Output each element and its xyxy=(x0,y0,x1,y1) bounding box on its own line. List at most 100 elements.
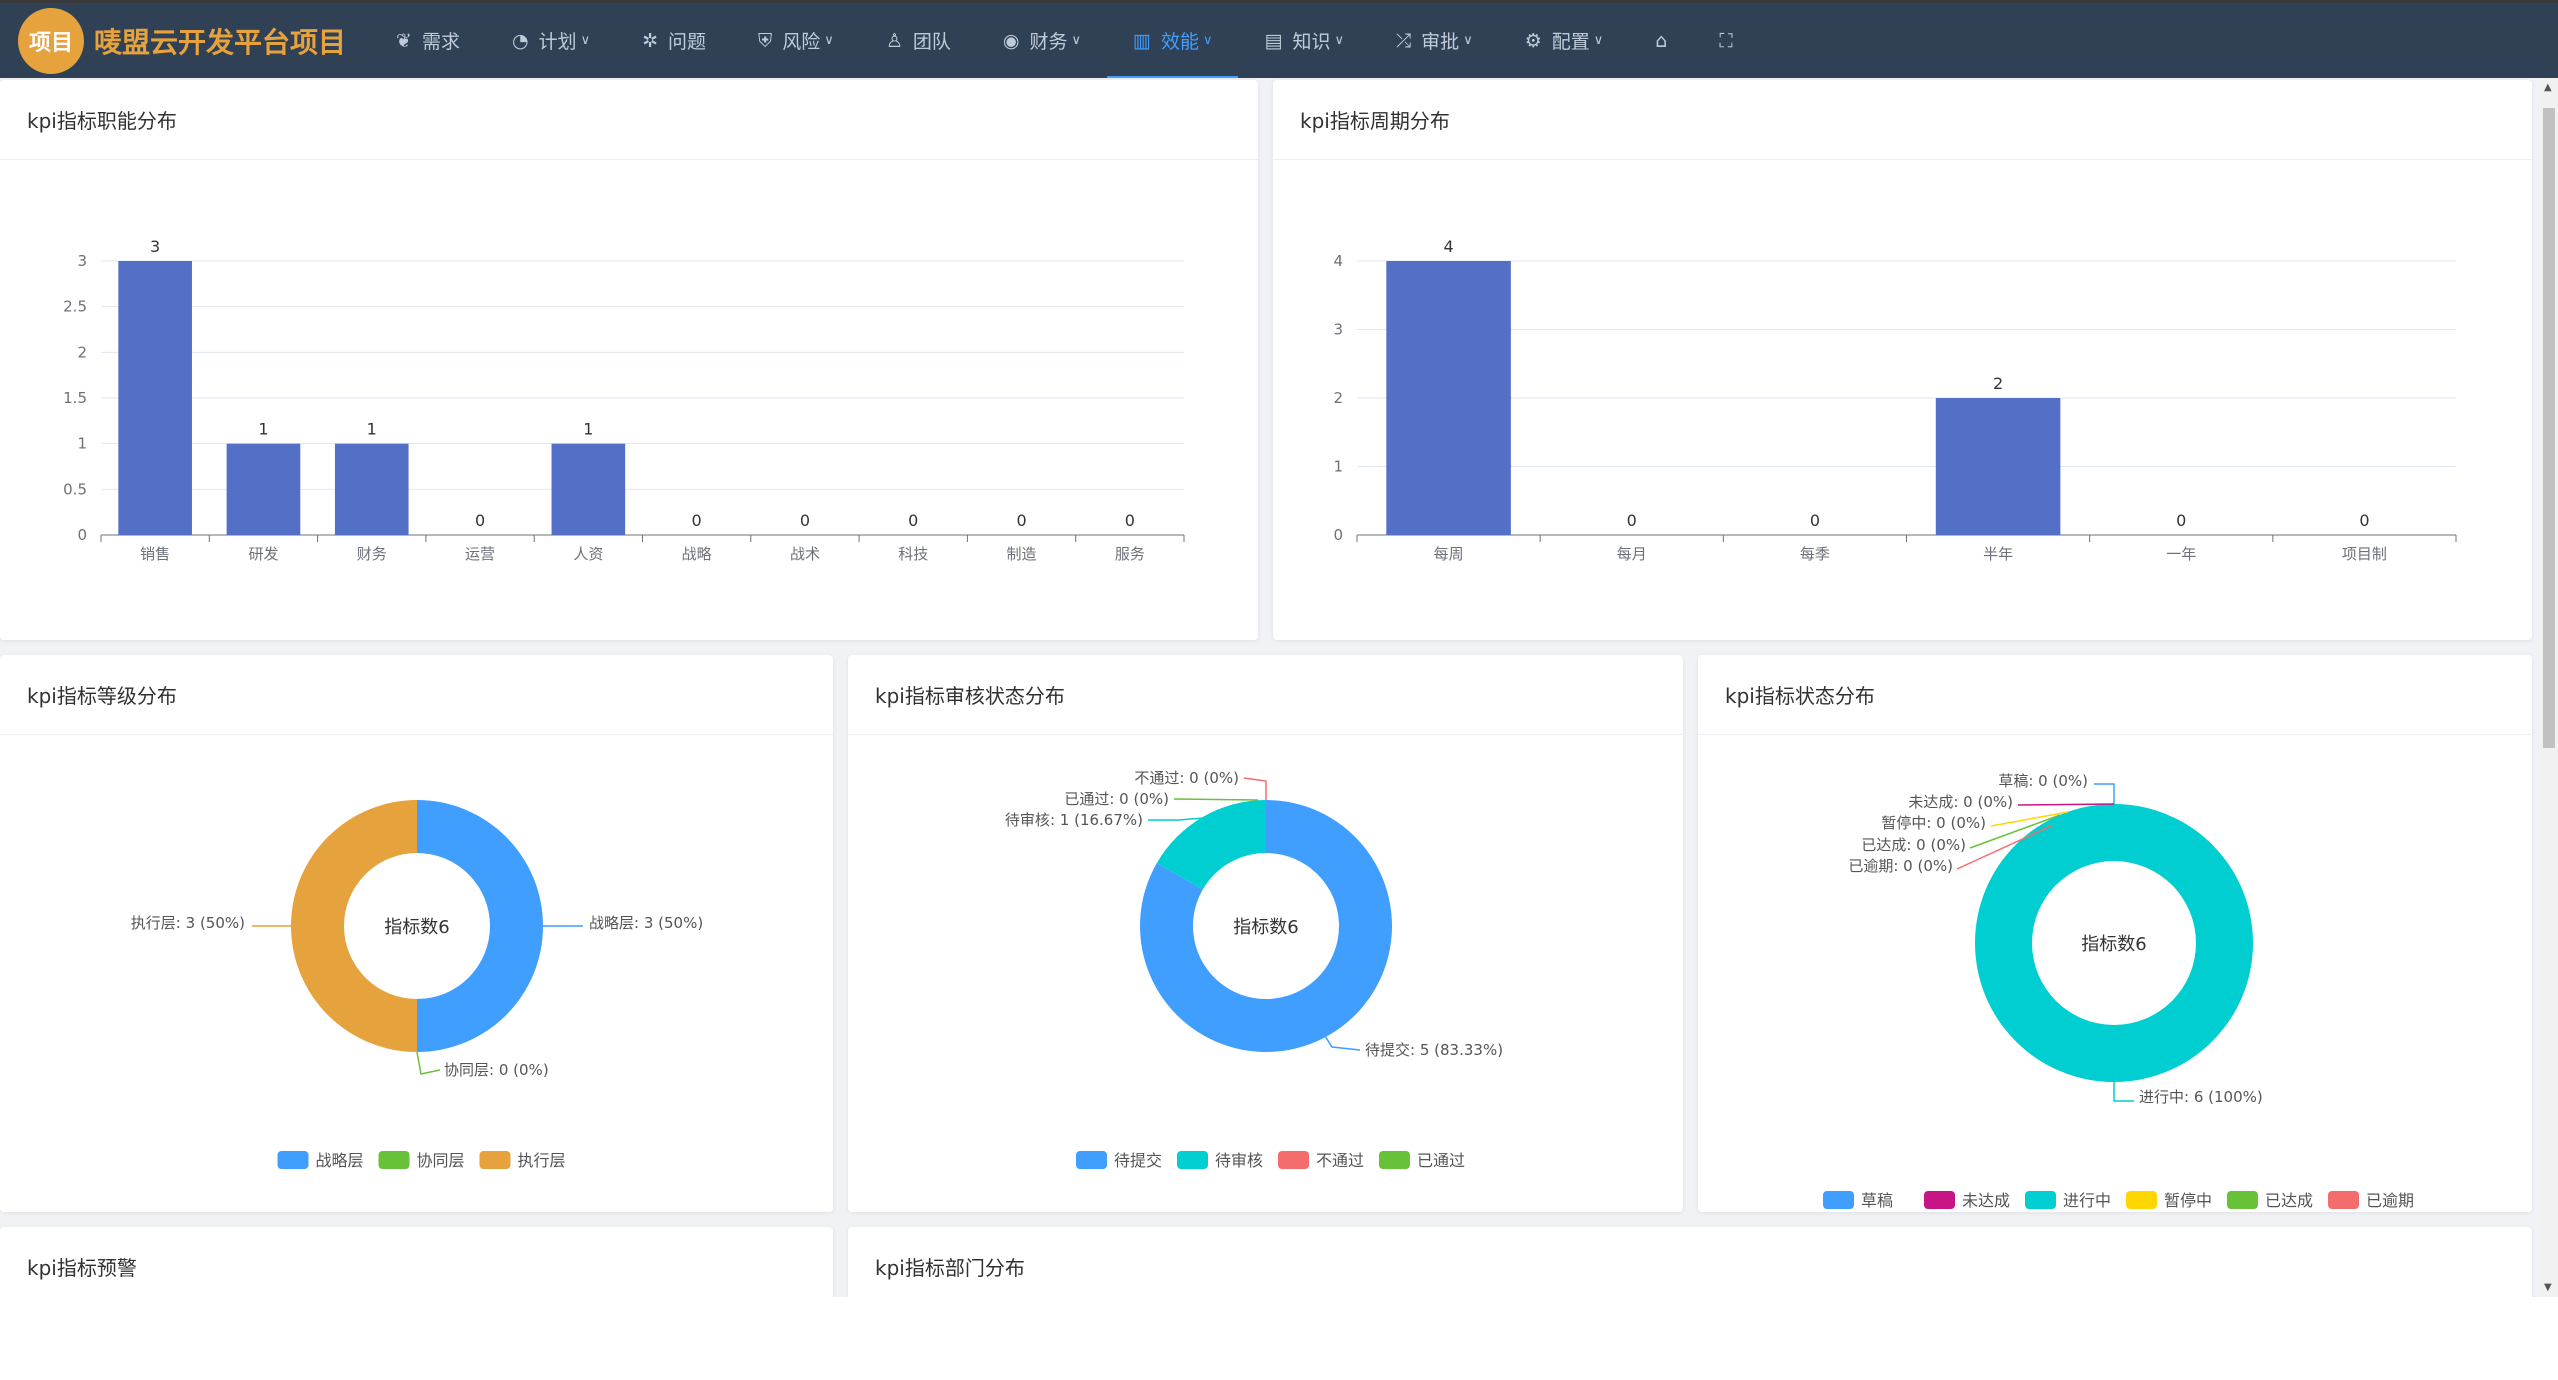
label-line xyxy=(1319,1027,1361,1051)
pie-slice xyxy=(1975,804,2253,1082)
legend-label: 未达成 xyxy=(1962,1191,2010,1210)
slice-label-sep: : xyxy=(1906,836,1916,854)
slice-label-sep: : xyxy=(1109,790,1119,808)
legend-swatch xyxy=(2025,1191,2056,1209)
slice-label-percent: 0% xyxy=(1923,857,1947,875)
card-title: kpi指标等级分布 xyxy=(0,655,833,735)
slice-label-sep: ) xyxy=(1960,836,1966,854)
nav-item-7[interactable]: ▤ 知识 ∨ xyxy=(1238,3,1369,78)
slice-label-name: 已达成 xyxy=(1861,836,1906,854)
scrollbar-thumb[interactable] xyxy=(2543,108,2555,748)
pie-slice xyxy=(291,800,417,1052)
data-label: 1 xyxy=(583,420,593,439)
slice-label-name: 进行中 xyxy=(2139,1088,2184,1106)
legend-swatch xyxy=(1924,1191,1955,1209)
bar xyxy=(118,261,192,535)
slice-label: 待提交: 5 (83.33%) xyxy=(1365,1041,1503,1059)
x-tick-label: 科技 xyxy=(898,545,928,563)
slice-label-sep: : xyxy=(1050,811,1060,829)
slice-label-sep: ( xyxy=(1129,790,1140,808)
nav-item-6[interactable]: ▥ 效能 ∨ xyxy=(1107,3,1239,80)
x-tick-label: 研发 xyxy=(248,545,278,563)
nav-item-1[interactable]: ◔ 计划 ∨ xyxy=(486,3,616,78)
slice-label-percent: 0% xyxy=(519,1061,543,1079)
bar-chart-icon: ▥ xyxy=(1133,29,1151,52)
slice-label-percent: 0% xyxy=(1983,793,2007,811)
slice-label-value: 0 xyxy=(1916,836,1926,854)
plan-icon: ◔ xyxy=(511,29,529,52)
slice-label-value: 0 xyxy=(1963,793,1973,811)
slice-label-percent: 0% xyxy=(1139,790,1163,808)
x-tick-label: 战略 xyxy=(682,545,712,563)
slice-label: 协同层: 0 (0%) xyxy=(444,1061,549,1079)
slice-label-sep: ) xyxy=(1980,814,1986,832)
project-logo[interactable]: 项目 xyxy=(18,7,84,74)
x-tick-label: 制造 xyxy=(1007,545,1037,563)
chevron-down-icon: ∨ xyxy=(1202,33,1213,48)
chevron-down-icon: ∨ xyxy=(1593,33,1604,48)
slice-label: 战略层: 3 (50%) xyxy=(589,914,703,932)
brand-title[interactable]: 唛盟云开发平台项目 xyxy=(94,25,347,59)
data-label: 0 xyxy=(1125,511,1135,530)
card-status-distribution: kpi指标状态分布 指标数6 草稿: 0 (0%) 未达成: 0 (0%) 进行中: 6… xyxy=(1698,655,2532,1212)
label-line xyxy=(1990,811,2069,827)
slice-label-value: 5 xyxy=(1420,1041,1430,1059)
nav-item-3[interactable]: ⛨ 风险 ∨ xyxy=(732,3,860,78)
legend-swatch xyxy=(479,1151,511,1169)
fullscreen-button[interactable]: ⛶ xyxy=(1693,3,1758,78)
pie-slice xyxy=(417,800,543,1052)
slice-label-sep: ( xyxy=(1429,1041,1440,1059)
legend-label: 不通过 xyxy=(1316,1151,1364,1170)
chart-svg: 指标数6 待提交: 5 (83.33%) 待审核: 1 (16.67%) 不通过: 0… xyxy=(1005,769,1503,1170)
data-label: 4 xyxy=(1443,237,1453,256)
label-line xyxy=(1969,814,2061,849)
fullscreen-icon: ⛶ xyxy=(1719,29,1733,52)
card-title: kpi指标预警 xyxy=(0,1227,833,1297)
card-level-distribution: kpi指标等级分布 指标数6 战略层: 3 (50%) 协同层: 0 (0%) 执行层:… xyxy=(0,655,833,1212)
nav-item-4[interactable]: ♙ 团队 xyxy=(860,3,977,78)
nav-item-8[interactable]: ⤮ 审批 ∨ xyxy=(1370,3,1499,78)
slice-label-value: 0 xyxy=(1119,790,1129,808)
nav-item-0[interactable]: ❦ 需求 xyxy=(370,3,486,78)
bar xyxy=(1935,398,2061,535)
label-line xyxy=(1148,817,1205,821)
x-tick-label: 人资 xyxy=(573,545,603,563)
scrollbar[interactable]: ▲ ▼ xyxy=(2540,78,2558,1297)
slice-label-sep: : xyxy=(2028,772,2038,790)
slice-label-sep: : xyxy=(176,914,186,932)
slice-label: 待审核: 1 (16.67%) xyxy=(1005,811,1143,829)
slice-label: 不通过: 0 (0%) xyxy=(1134,769,1239,787)
legend-swatch xyxy=(378,1151,410,1169)
slice-label-sep: ) xyxy=(1137,811,1143,829)
scroll-up-icon[interactable]: ▲ xyxy=(2544,82,2552,93)
center-label: 指标数6 xyxy=(1233,917,1298,938)
legend-swatch xyxy=(1379,1151,1410,1169)
slice-label-sep: ) xyxy=(1497,1041,1503,1059)
slice-label-percent: 0% xyxy=(1956,814,1980,832)
nav-item-9[interactable]: ⚙ 配置 ∨ xyxy=(1499,3,1630,78)
legend-swatch xyxy=(1823,1191,1854,1209)
y-tick-label: 2.5 xyxy=(63,298,87,316)
nav-item-2[interactable]: ✲ 问题 xyxy=(616,3,732,78)
slice-label-sep: ( xyxy=(1973,793,1984,811)
nav-item-label: 风险 xyxy=(782,31,821,53)
slice-label-percent: 0% xyxy=(1209,769,1233,787)
data-label: 1 xyxy=(258,420,268,439)
pie-slice xyxy=(1156,800,1266,890)
slice-label-sep: ( xyxy=(1926,836,1937,854)
slice-label-percent: 0% xyxy=(2058,772,2082,790)
scroll-down-icon[interactable]: ▼ xyxy=(2544,1282,2552,1293)
card-review-status-distribution: kpi指标审核状态分布 指标数6 待提交: 5 (83.33%) 待审核: 1 (16… xyxy=(848,655,1683,1212)
slice-label-sep: : xyxy=(634,914,644,932)
data-label: 3 xyxy=(150,237,160,256)
data-label: 0 xyxy=(800,511,810,530)
card-cycle-distribution: kpi指标周期分布 0 1 2 3 4 4 每周 0 每月 0 每季 2 半年 0 一年 0 项目制 xyxy=(1273,80,2532,640)
y-tick-label: 3 xyxy=(1333,321,1343,339)
x-tick-label: 半年 xyxy=(1983,545,2013,563)
slice-label-name: 待审核 xyxy=(1005,811,1050,829)
home-button[interactable]: ⌂ xyxy=(1629,3,1693,78)
dashboard: kpi指标职能分布 0 0.5 1 1.5 2 2.5 3 3 销售 1 研发 1 财务 0 运营 1 人资 0 战略… xyxy=(0,78,2540,1297)
data-label: 1 xyxy=(367,420,377,439)
nav-item-5[interactable]: ◉ 财务 ∨ xyxy=(977,3,1107,78)
